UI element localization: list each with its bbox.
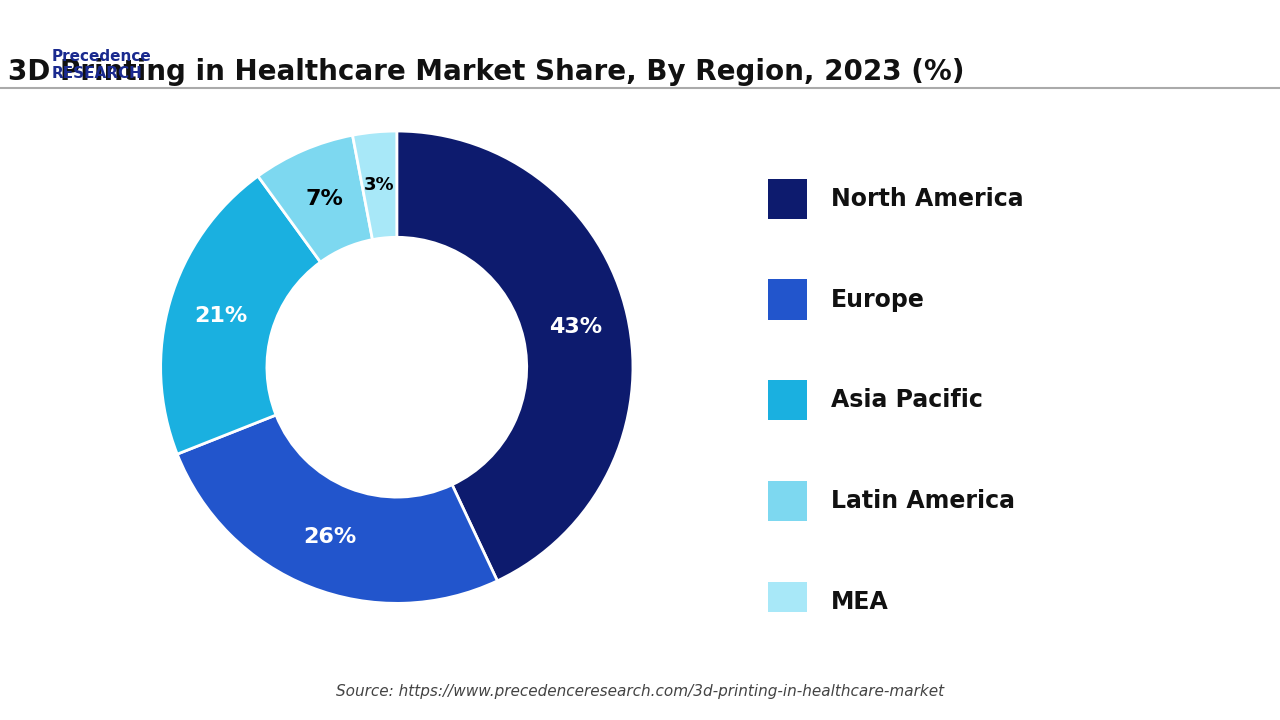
Wedge shape <box>177 415 498 603</box>
Text: 3%: 3% <box>365 176 396 194</box>
Text: 26%: 26% <box>303 527 356 547</box>
FancyBboxPatch shape <box>768 582 806 622</box>
Text: 43%: 43% <box>549 318 602 337</box>
Text: 21%: 21% <box>195 306 247 326</box>
FancyBboxPatch shape <box>768 380 806 420</box>
Text: MEA: MEA <box>831 590 890 614</box>
Text: Asia Pacific: Asia Pacific <box>831 388 983 413</box>
Wedge shape <box>161 176 320 454</box>
FancyBboxPatch shape <box>768 279 806 320</box>
Text: Source: https://www.precedenceresearch.com/3d-printing-in-healthcare-market: Source: https://www.precedenceresearch.c… <box>335 684 945 698</box>
Text: North America: North America <box>831 186 1024 211</box>
FancyBboxPatch shape <box>768 481 806 521</box>
Text: Latin America: Latin America <box>831 489 1015 513</box>
Wedge shape <box>397 131 632 581</box>
Text: 3D Printing in Healthcare Market Share, By Region, 2023 (%): 3D Printing in Healthcare Market Share, … <box>8 58 965 86</box>
FancyBboxPatch shape <box>768 179 806 219</box>
Text: Europe: Europe <box>831 287 925 312</box>
Wedge shape <box>352 131 397 240</box>
Text: Precedence
RESEARCH: Precedence RESEARCH <box>51 48 151 81</box>
Text: 7%: 7% <box>305 189 343 210</box>
Wedge shape <box>259 135 372 262</box>
